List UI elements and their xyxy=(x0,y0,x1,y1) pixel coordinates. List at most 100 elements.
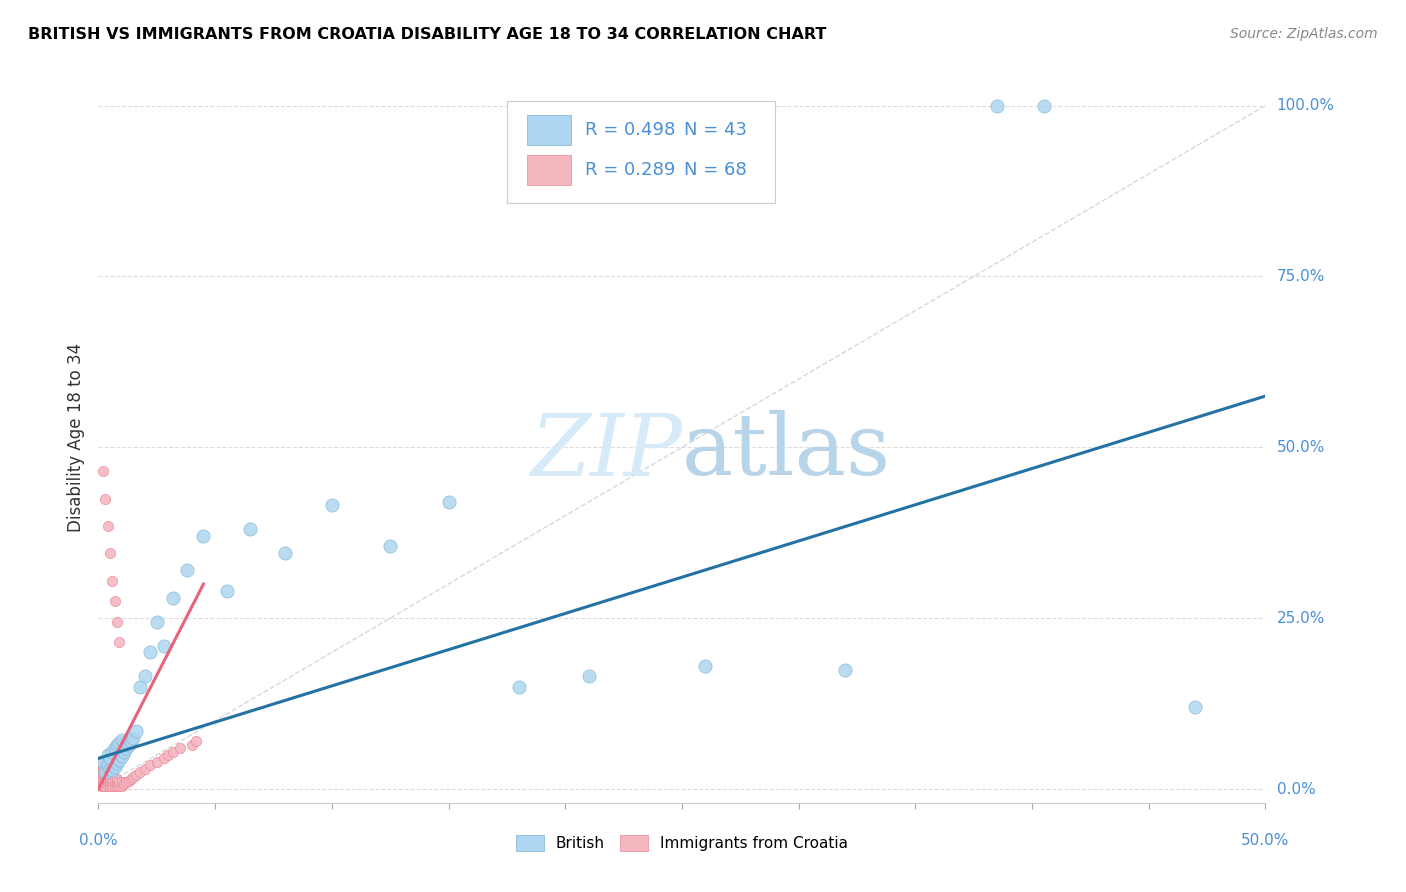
Point xyxy=(834,663,856,677)
Point xyxy=(90,768,112,782)
Point xyxy=(90,765,112,780)
Point xyxy=(169,741,191,756)
Point xyxy=(111,779,134,793)
Point xyxy=(122,731,145,745)
Point xyxy=(104,741,127,756)
Point xyxy=(111,775,134,789)
Point xyxy=(98,768,121,782)
Point xyxy=(94,779,117,793)
Point xyxy=(112,745,135,759)
Point xyxy=(118,738,141,752)
Text: Source: ZipAtlas.com: Source: ZipAtlas.com xyxy=(1230,27,1378,41)
Text: R = 0.498: R = 0.498 xyxy=(585,121,675,139)
Point xyxy=(97,762,120,776)
Point xyxy=(97,747,120,762)
Text: atlas: atlas xyxy=(682,410,891,493)
Point xyxy=(94,762,117,776)
Point xyxy=(146,755,169,769)
Point xyxy=(215,583,238,598)
Point xyxy=(239,522,262,536)
Point xyxy=(91,758,114,772)
Point xyxy=(986,98,1008,112)
Text: 25.0%: 25.0% xyxy=(1277,611,1324,625)
Text: 100.0%: 100.0% xyxy=(1277,98,1334,113)
Point xyxy=(98,779,121,793)
Point xyxy=(101,768,124,782)
Text: N = 68: N = 68 xyxy=(685,161,747,179)
Point xyxy=(97,519,120,533)
Point xyxy=(105,756,128,771)
Point xyxy=(193,529,215,543)
Point xyxy=(105,772,128,786)
Point xyxy=(115,775,138,789)
Y-axis label: Disability Age 18 to 34: Disability Age 18 to 34 xyxy=(66,343,84,532)
Text: 75.0%: 75.0% xyxy=(1277,268,1324,284)
Text: ZIP: ZIP xyxy=(530,410,682,493)
Point xyxy=(94,775,117,789)
Point xyxy=(104,775,127,789)
Point xyxy=(105,779,128,793)
Legend: British, Immigrants from Croatia: British, Immigrants from Croatia xyxy=(510,830,853,857)
Point xyxy=(1184,700,1206,714)
Point xyxy=(98,775,121,789)
Point xyxy=(108,753,131,767)
Point xyxy=(152,639,174,653)
Point xyxy=(97,768,120,782)
Point xyxy=(91,768,114,782)
Point xyxy=(101,574,124,588)
Point xyxy=(120,772,142,786)
Point xyxy=(98,546,121,560)
Point xyxy=(176,563,198,577)
Point xyxy=(129,765,152,780)
Point xyxy=(146,615,169,629)
Point xyxy=(91,464,114,478)
Point xyxy=(157,747,180,762)
Point xyxy=(91,762,114,776)
Point xyxy=(125,768,148,782)
Point xyxy=(112,777,135,791)
Point xyxy=(508,680,530,694)
Point xyxy=(125,724,148,739)
Text: 50.0%: 50.0% xyxy=(1241,833,1289,848)
Point xyxy=(91,779,114,793)
Point xyxy=(162,591,184,605)
Point xyxy=(94,765,117,780)
Point xyxy=(108,635,131,649)
Point xyxy=(104,760,127,774)
Point xyxy=(91,765,114,780)
Point xyxy=(695,659,717,673)
Text: N = 43: N = 43 xyxy=(685,121,747,139)
Point xyxy=(186,734,208,748)
Point xyxy=(437,495,460,509)
Text: BRITISH VS IMMIGRANTS FROM CROATIA DISABILITY AGE 18 TO 34 CORRELATION CHART: BRITISH VS IMMIGRANTS FROM CROATIA DISAB… xyxy=(28,27,827,42)
Point xyxy=(120,734,142,748)
Text: 0.0%: 0.0% xyxy=(1277,781,1315,797)
Point xyxy=(180,738,202,752)
Point xyxy=(98,772,121,786)
FancyBboxPatch shape xyxy=(527,114,571,145)
Point xyxy=(162,745,184,759)
Point xyxy=(111,732,134,747)
FancyBboxPatch shape xyxy=(508,101,775,203)
Point xyxy=(90,775,112,789)
Point xyxy=(115,741,138,756)
Point xyxy=(108,736,131,750)
FancyBboxPatch shape xyxy=(527,154,571,186)
Point xyxy=(104,594,127,608)
Point xyxy=(101,745,124,759)
Point xyxy=(101,763,124,777)
Point xyxy=(94,758,117,772)
Point xyxy=(91,775,114,789)
Point xyxy=(134,762,156,776)
Point xyxy=(108,779,131,793)
Point xyxy=(108,775,131,789)
Point xyxy=(94,765,117,780)
Point xyxy=(104,779,127,793)
Point xyxy=(98,762,121,776)
Point xyxy=(105,615,128,629)
Point xyxy=(139,645,162,659)
Point xyxy=(97,775,120,789)
Point xyxy=(97,758,120,772)
Point xyxy=(97,765,120,780)
Point xyxy=(90,772,112,786)
